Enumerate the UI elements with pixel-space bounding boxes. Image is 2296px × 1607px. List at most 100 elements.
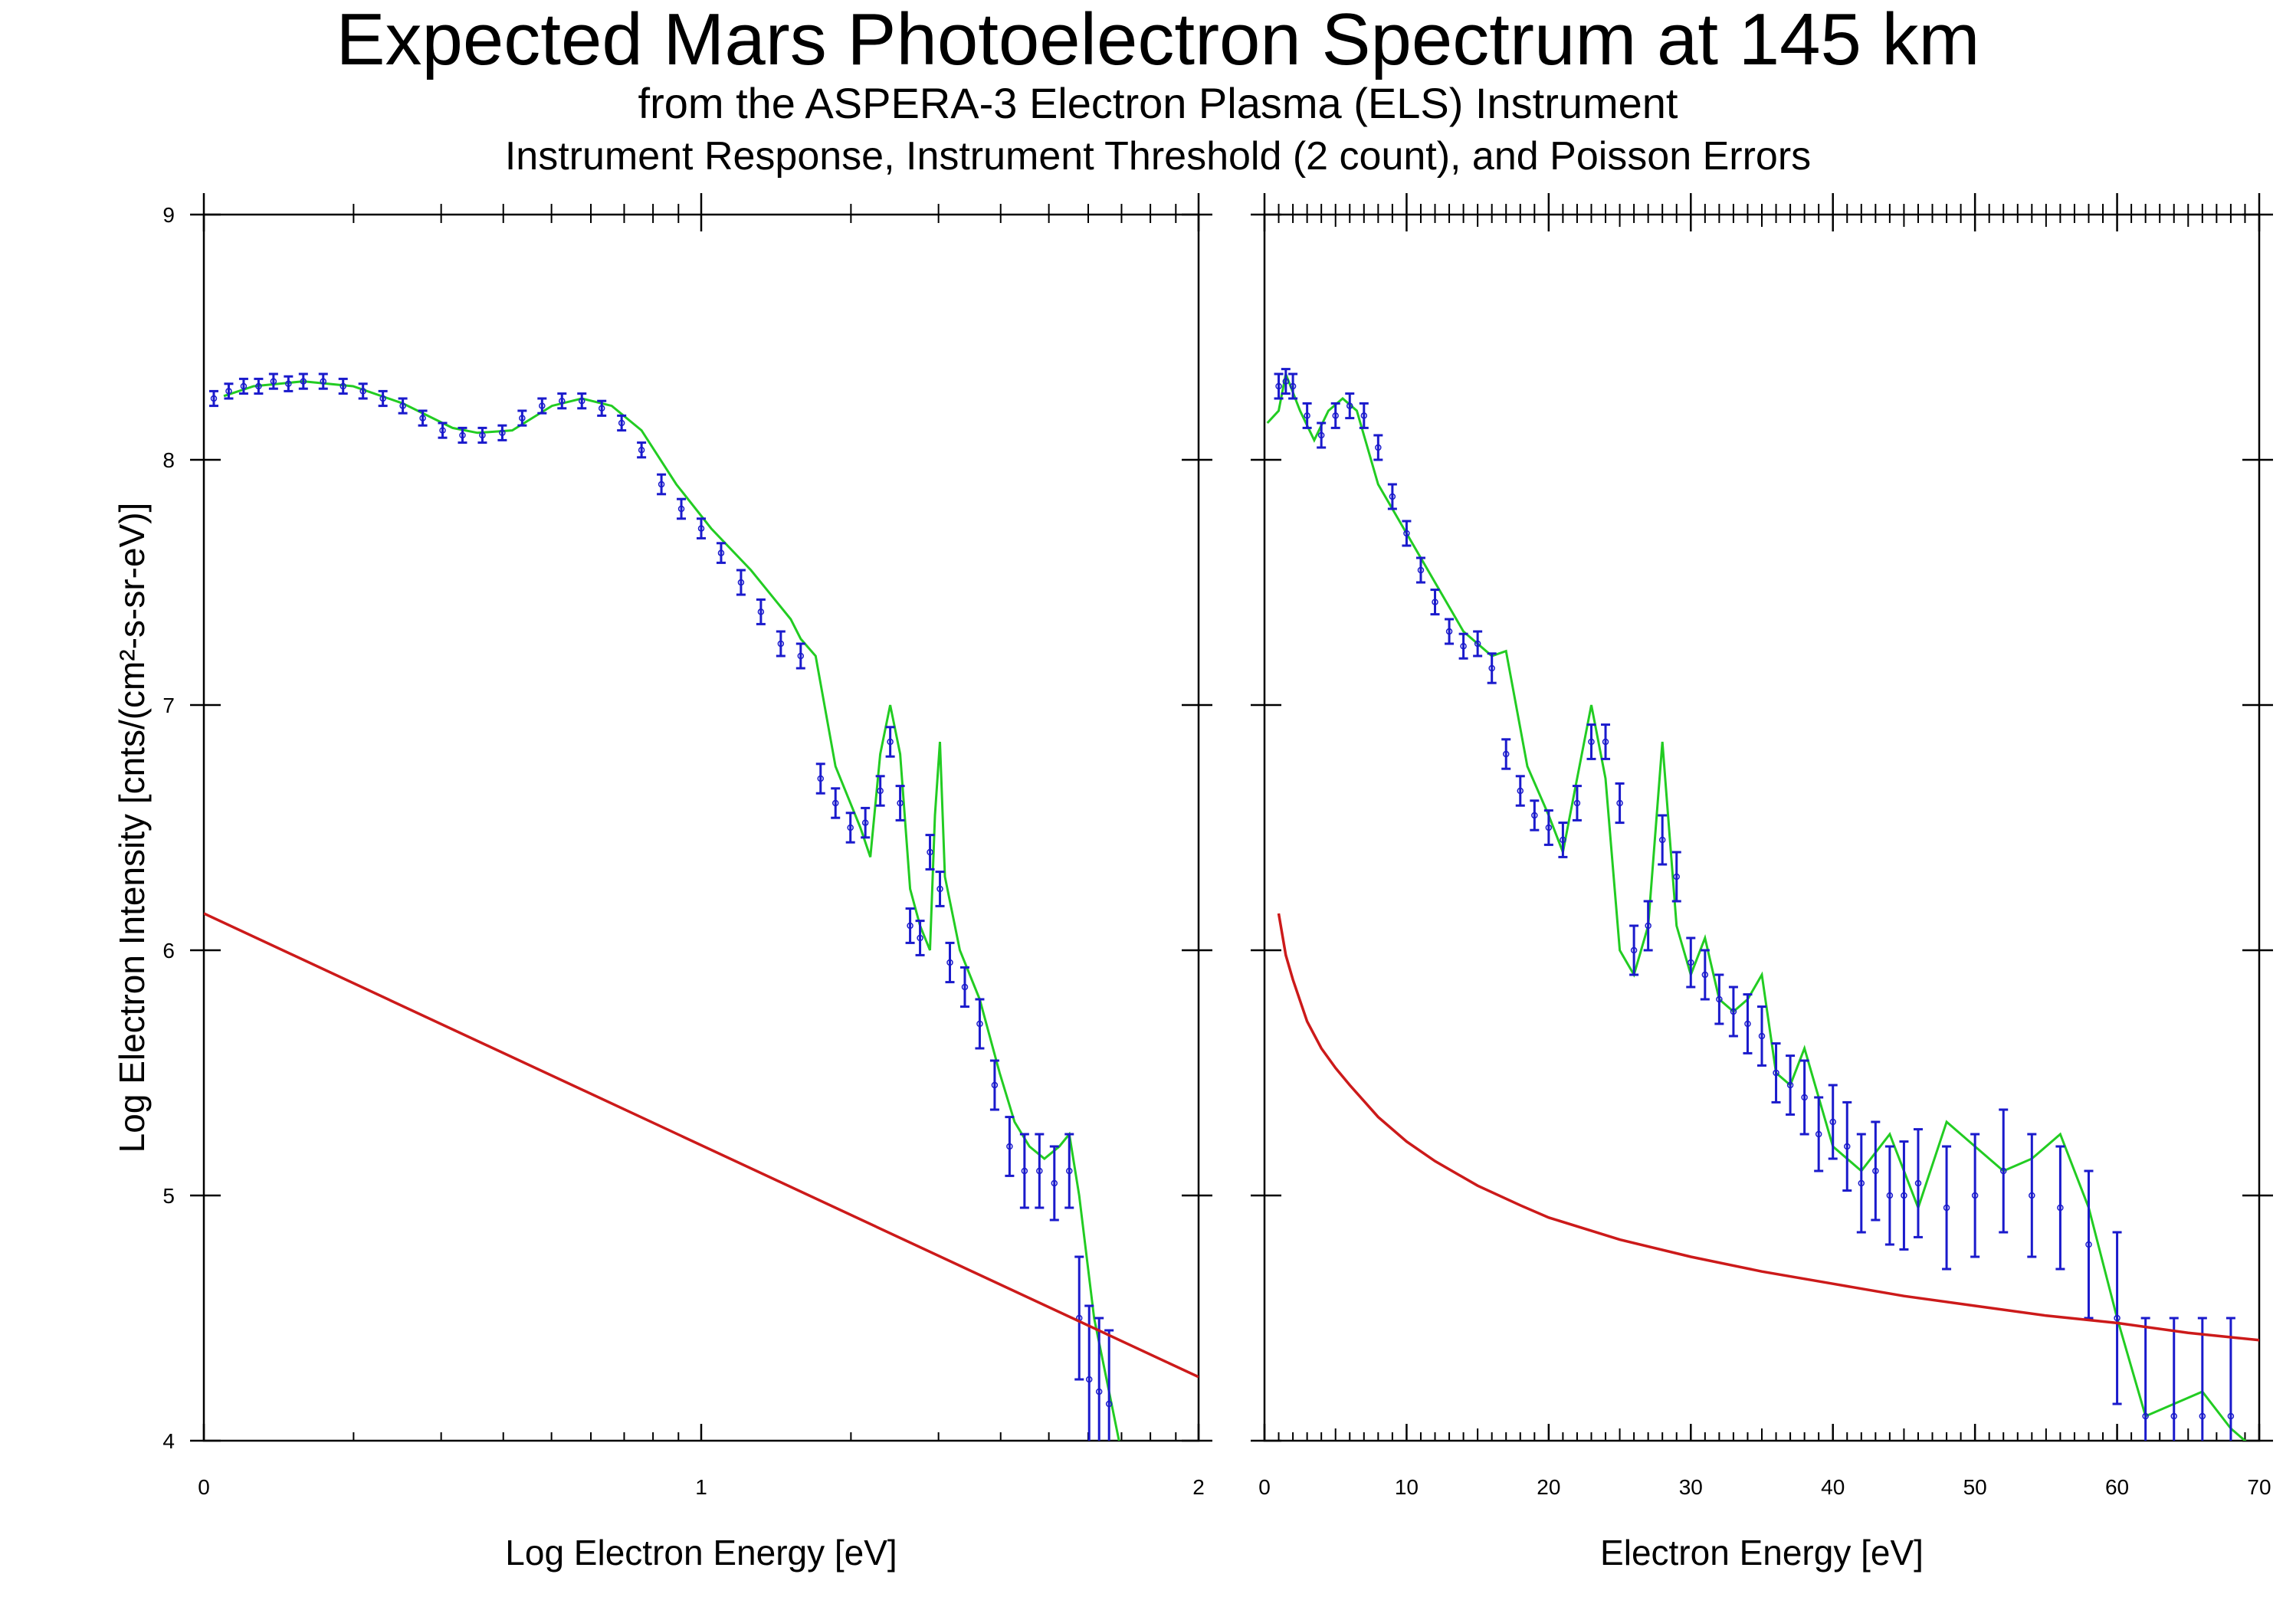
plot-frame-2 xyxy=(1263,213,2261,1442)
data-point xyxy=(399,402,406,409)
data-point xyxy=(1815,1130,1822,1138)
data-point xyxy=(419,415,426,421)
data-point xyxy=(359,388,366,395)
data-point xyxy=(1460,642,1467,650)
data-point xyxy=(2170,1412,2177,1420)
chart-title: Expected Mars Photoelectron Spectrum at … xyxy=(336,0,1980,80)
data-point xyxy=(1332,412,1339,419)
data-point xyxy=(907,922,913,930)
data-point xyxy=(439,427,446,434)
data-point xyxy=(757,608,765,615)
data-point xyxy=(459,431,466,439)
data-point xyxy=(598,405,605,412)
data-point xyxy=(1688,959,1694,966)
data-point xyxy=(1673,873,1680,881)
x-tick-label: 2 xyxy=(1192,1475,1205,1499)
data-point xyxy=(817,775,825,782)
x-tick-label: 0 xyxy=(198,1475,210,1499)
x-tick-label: 70 xyxy=(2247,1475,2271,1499)
data-point xyxy=(887,738,894,746)
data-point xyxy=(1560,836,1566,844)
data-point xyxy=(936,885,943,893)
x-tick-label: 40 xyxy=(1821,1475,1845,1499)
data-point xyxy=(559,397,566,405)
data-point xyxy=(1716,995,1723,1003)
data-point xyxy=(225,388,232,395)
data-point xyxy=(1886,1192,1894,1199)
model-spectrum-line xyxy=(223,380,1120,1441)
data-point xyxy=(1901,1192,1907,1199)
data-point xyxy=(1786,1081,1794,1089)
y-axis-label: Log Electron Intensity [cnts/(cm²-s-sr-e… xyxy=(112,503,152,1153)
data-point xyxy=(1502,750,1510,758)
data-point xyxy=(1872,1167,1879,1175)
x-tick-label: 60 xyxy=(2105,1475,2129,1499)
data-point xyxy=(1282,378,1290,385)
data-point xyxy=(339,382,346,390)
x-tick-label: 10 xyxy=(1395,1475,1419,1499)
data-point xyxy=(1730,1008,1737,1015)
data-point xyxy=(777,640,785,648)
data-point xyxy=(927,848,933,856)
data-point xyxy=(831,799,839,807)
data-point xyxy=(618,419,625,427)
data-point xyxy=(1744,1020,1751,1028)
data-point xyxy=(677,505,685,513)
data-point xyxy=(499,429,506,437)
data-point xyxy=(1403,530,1410,537)
data-point xyxy=(658,480,665,488)
data-point xyxy=(1517,787,1524,795)
data-point xyxy=(1645,922,1651,930)
data-point xyxy=(1658,836,1666,844)
threshold-line xyxy=(204,912,1199,1379)
data-point xyxy=(1999,1167,2007,1175)
data-point xyxy=(1773,1069,1779,1077)
data-point xyxy=(1488,664,1495,672)
data-point xyxy=(1289,382,1297,390)
data-point xyxy=(1943,1204,1950,1212)
data-point xyxy=(1389,493,1396,500)
data-point xyxy=(1085,1376,1093,1383)
data-point xyxy=(1021,1167,1028,1175)
data-point xyxy=(1275,382,1282,390)
data-point xyxy=(1630,946,1638,954)
data-point xyxy=(479,431,486,439)
data-point xyxy=(270,378,277,385)
data-point xyxy=(255,382,262,390)
data-point xyxy=(2085,1241,2092,1248)
chart-subtitle-2: Instrument Response, Instrument Threshol… xyxy=(504,134,1812,179)
data-point xyxy=(1914,1179,1922,1187)
data-point xyxy=(1531,812,1538,819)
data-point xyxy=(1105,1400,1113,1408)
data-point xyxy=(1317,431,1325,439)
plot-frame-1 xyxy=(202,213,1200,1442)
data-point xyxy=(1432,599,1438,605)
data-point xyxy=(1095,1388,1103,1395)
data-point xyxy=(991,1081,999,1089)
y-tick-label: 8 xyxy=(162,448,175,472)
y-tick-label: 5 xyxy=(162,1184,175,1208)
data-point xyxy=(737,579,745,586)
data-point xyxy=(1545,824,1553,831)
data-point xyxy=(539,402,546,409)
data-point xyxy=(1304,412,1310,419)
data-point xyxy=(285,380,292,388)
data-point xyxy=(638,446,645,454)
data-point xyxy=(1417,566,1425,574)
model-spectrum-line xyxy=(1266,369,2247,1441)
data-point xyxy=(717,549,725,556)
data-point xyxy=(1971,1192,1979,1199)
data-point xyxy=(1844,1143,1851,1150)
data-point xyxy=(1360,412,1368,419)
data-point xyxy=(2057,1204,2064,1212)
data-point xyxy=(320,378,327,385)
data-point xyxy=(877,787,884,795)
x-tick-label: 0 xyxy=(1258,1475,1271,1499)
data-point xyxy=(1474,640,1481,648)
data-point xyxy=(1036,1167,1043,1175)
data-point xyxy=(946,959,953,966)
y-tick-label: 4 xyxy=(162,1429,175,1453)
data-point xyxy=(240,382,248,390)
data-point xyxy=(961,983,969,991)
y-tick-label: 7 xyxy=(162,694,175,717)
